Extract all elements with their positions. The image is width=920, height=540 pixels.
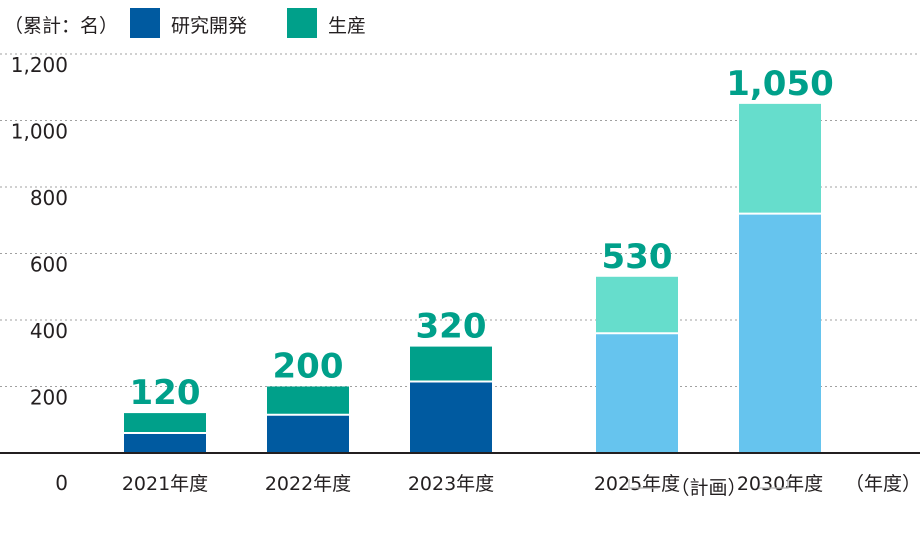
bar-total-label: 1,050 [726, 64, 834, 104]
y-tick-label: 1,200 [11, 53, 68, 77]
legend-swatch-rd [130, 8, 160, 38]
bar-segment-production [596, 276, 678, 334]
plan-label: （計画） [670, 477, 746, 499]
x-category-label: 2030年度 [737, 473, 823, 495]
bar-segment-production [124, 413, 206, 434]
x-category-label: 2022年度 [265, 473, 351, 495]
y-tick-label: 1,000 [11, 120, 68, 144]
x-axis-categories: 2021年度 2022年度 2023年度 2025年度 2030年度 [122, 473, 823, 495]
bar-total-label: 320 [416, 307, 487, 347]
bar-total-label: 200 [273, 347, 344, 387]
bar-segment-production [410, 346, 492, 382]
y-tick-label: 600 [30, 253, 68, 277]
bar-total-label: 530 [602, 237, 673, 277]
plan-bracket-left [628, 479, 659, 489]
x-category-label: 2021年度 [122, 473, 208, 495]
x-category-label: 2023年度 [408, 473, 494, 495]
bar-totals: 120 200 320 530 1,050 [130, 64, 834, 413]
bar-segment-rd [267, 414, 349, 453]
bar-segment-production [267, 386, 349, 415]
x-category-label: 2025年度 [594, 473, 680, 495]
bar-segment-production [739, 103, 821, 214]
legend-swatch-production [287, 8, 317, 38]
legend-label-rd: 研究開発 [171, 15, 247, 37]
bar-segment-rd [410, 381, 492, 453]
bar-total-label: 120 [130, 373, 201, 413]
bar-segment-rd [124, 433, 206, 453]
bars [124, 103, 821, 453]
x-unit-label: （年度） [845, 473, 920, 495]
y-tick-label: 800 [30, 186, 68, 210]
bar-segment-rd [596, 333, 678, 453]
unit-label: （累計：名） [4, 15, 118, 37]
legend-label-production: 生産 [328, 15, 366, 37]
y-tick-label: 400 [30, 319, 68, 343]
bar-segment-rd [739, 213, 821, 453]
y-tick-label: 200 [30, 386, 68, 410]
plan-bracket-right [758, 479, 789, 489]
y-axis-ticks: 0 200 400 600 800 1,000 1,200 [11, 53, 68, 495]
y-tick-label: 0 [55, 471, 68, 495]
